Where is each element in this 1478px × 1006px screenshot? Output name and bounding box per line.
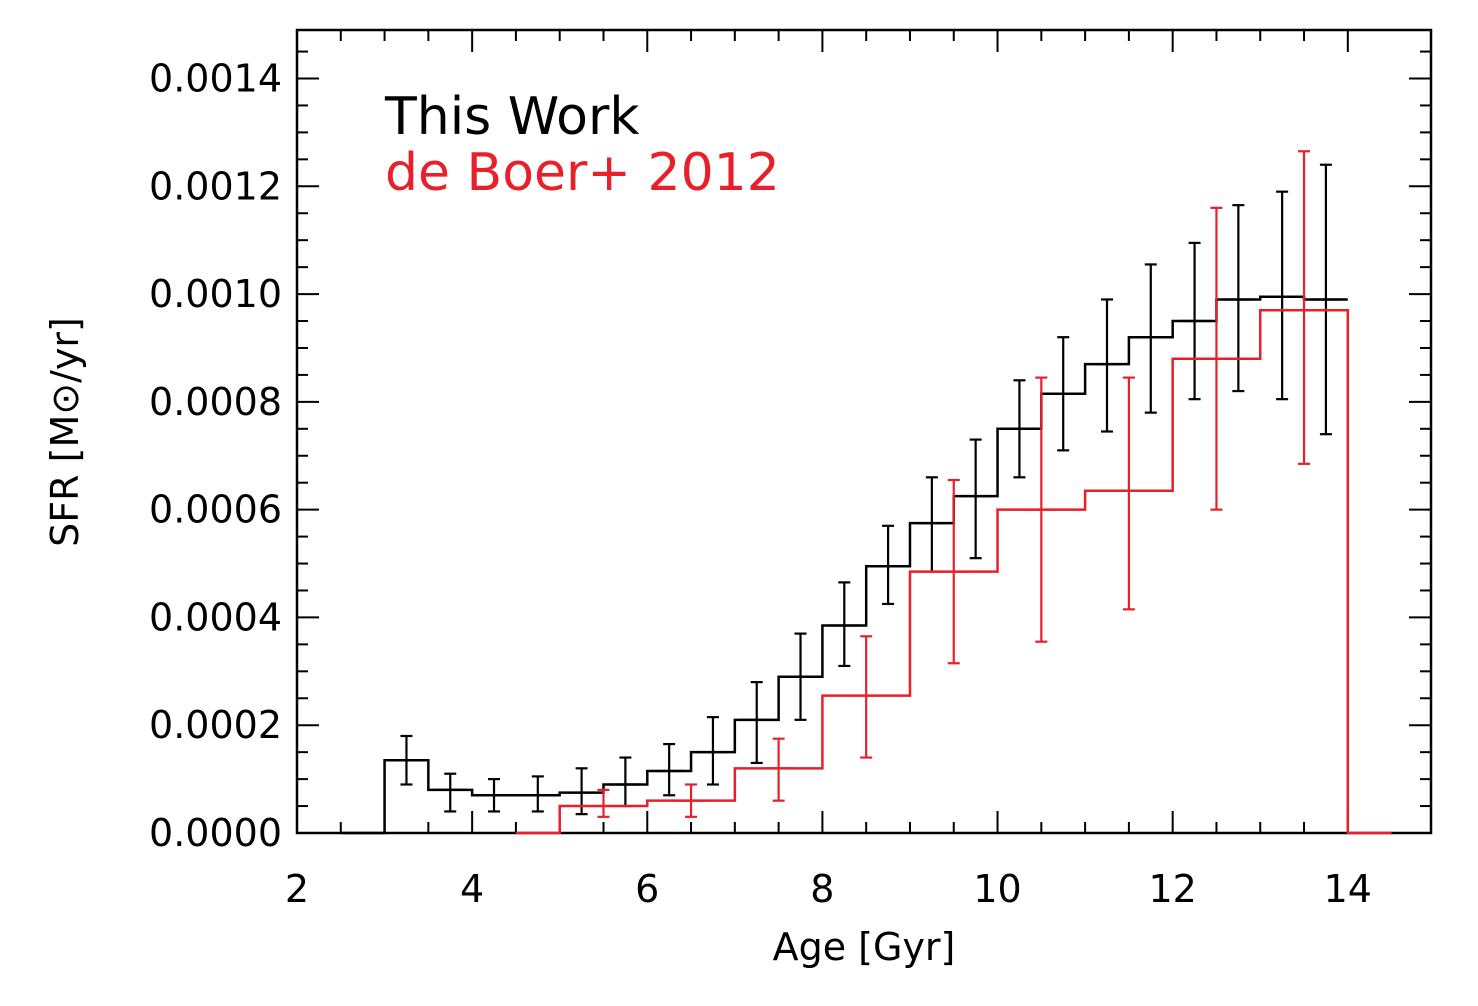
error-bar-this-work	[1222, 204, 1255, 393]
error-bar-this-work	[915, 476, 948, 573]
error-bar-this-work	[390, 734, 423, 786]
error-bar-this-work	[784, 632, 817, 721]
x-tick-label: 12	[1148, 867, 1196, 911]
series-layer	[340, 150, 1392, 835]
x-tick-label: 14	[1324, 867, 1372, 911]
y-tick-label: 0.0014	[149, 57, 282, 101]
error-bar-de-boer	[850, 635, 883, 759]
error-bar-this-work	[1091, 298, 1123, 433]
error-bar-this-work	[1309, 163, 1342, 436]
y-tick-labels: 0.0000 0.0002 0.0004 0.0006 0.0008 0.0010 0.00…	[149, 57, 282, 855]
x-tick-label: 2	[285, 867, 309, 911]
y-tick-label: 0.0006	[149, 488, 282, 532]
x-tick-label: 4	[460, 867, 484, 911]
error-bar-this-work	[521, 775, 554, 813]
y-tick-label: 0.0002	[149, 703, 282, 747]
x-tick-label: 6	[635, 867, 659, 911]
error-bar-this-work	[1134, 263, 1167, 414]
y-tick-label: 0.0012	[149, 164, 282, 208]
error-bar-this-work	[828, 581, 861, 668]
y-axis-title: SFR [M⊙/yr]	[43, 317, 87, 547]
x-tick-label: 8	[810, 867, 834, 911]
error-bar-de-boer	[587, 788, 620, 818]
legend-this-work: This Work	[384, 87, 639, 147]
error-bar-this-work	[1266, 190, 1299, 401]
error-bar-de-boer	[1112, 376, 1145, 611]
error-bar-de-boer	[675, 783, 708, 818]
y-tick-label: 0.0010	[149, 272, 282, 316]
axis-ticks	[296, 30, 1431, 834]
error-bar-de-boer	[762, 737, 795, 802]
error-bar-this-work	[434, 772, 467, 813]
error-bar-de-boer	[1200, 206, 1233, 511]
legend-de-boer: de Boer+ 2012	[385, 143, 780, 203]
error-bar-this-work	[696, 716, 729, 786]
error-bar-de-boer	[1288, 150, 1321, 465]
y-tick-label: 0.0000	[149, 811, 282, 855]
step-line-this-work	[340, 295, 1348, 835]
error-bar-this-work	[959, 438, 992, 560]
error-bar-this-work	[478, 778, 511, 813]
error-bar-this-work	[740, 681, 773, 765]
error-bar-this-work	[872, 524, 905, 606]
error-bar-this-work	[1178, 241, 1211, 401]
error-bar-this-work	[653, 742, 686, 797]
plot-frame	[295, 28, 1433, 835]
error-bar-this-work	[1047, 336, 1080, 452]
error-bar-this-work	[1003, 379, 1036, 479]
error-bar-de-boer	[1025, 376, 1058, 643]
y-tick-label: 0.0008	[149, 380, 282, 424]
x-axis-title: Age [Gyr]	[773, 925, 956, 969]
error-bar-this-work	[609, 756, 642, 808]
y-tick-label: 0.0004	[149, 595, 282, 639]
x-tick-label: 10	[973, 867, 1021, 911]
x-tick-labels: 2 4 6 8 10 12 14	[285, 867, 1372, 911]
error-bar-de-boer	[937, 478, 970, 665]
